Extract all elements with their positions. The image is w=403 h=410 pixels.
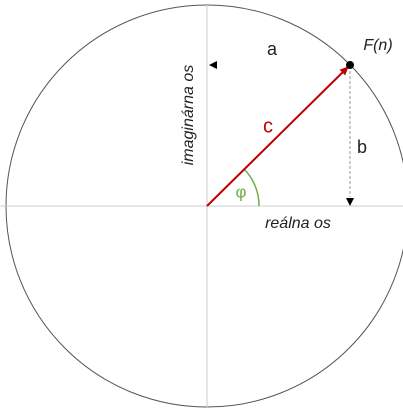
label-point: F(n) [363,37,392,54]
imaginary-axis-label: imaginárna os [180,65,197,166]
arrowhead-a [209,61,217,69]
arrowhead-b [346,198,354,206]
label-a: a [267,39,278,59]
label-c: c [263,115,273,137]
label-phi: φ [235,182,246,201]
vector-c [206,66,349,207]
angle-arc [243,168,260,207]
label-b: b [357,137,367,157]
real-axis-label: reálna os [265,215,331,232]
point-f [346,61,354,69]
